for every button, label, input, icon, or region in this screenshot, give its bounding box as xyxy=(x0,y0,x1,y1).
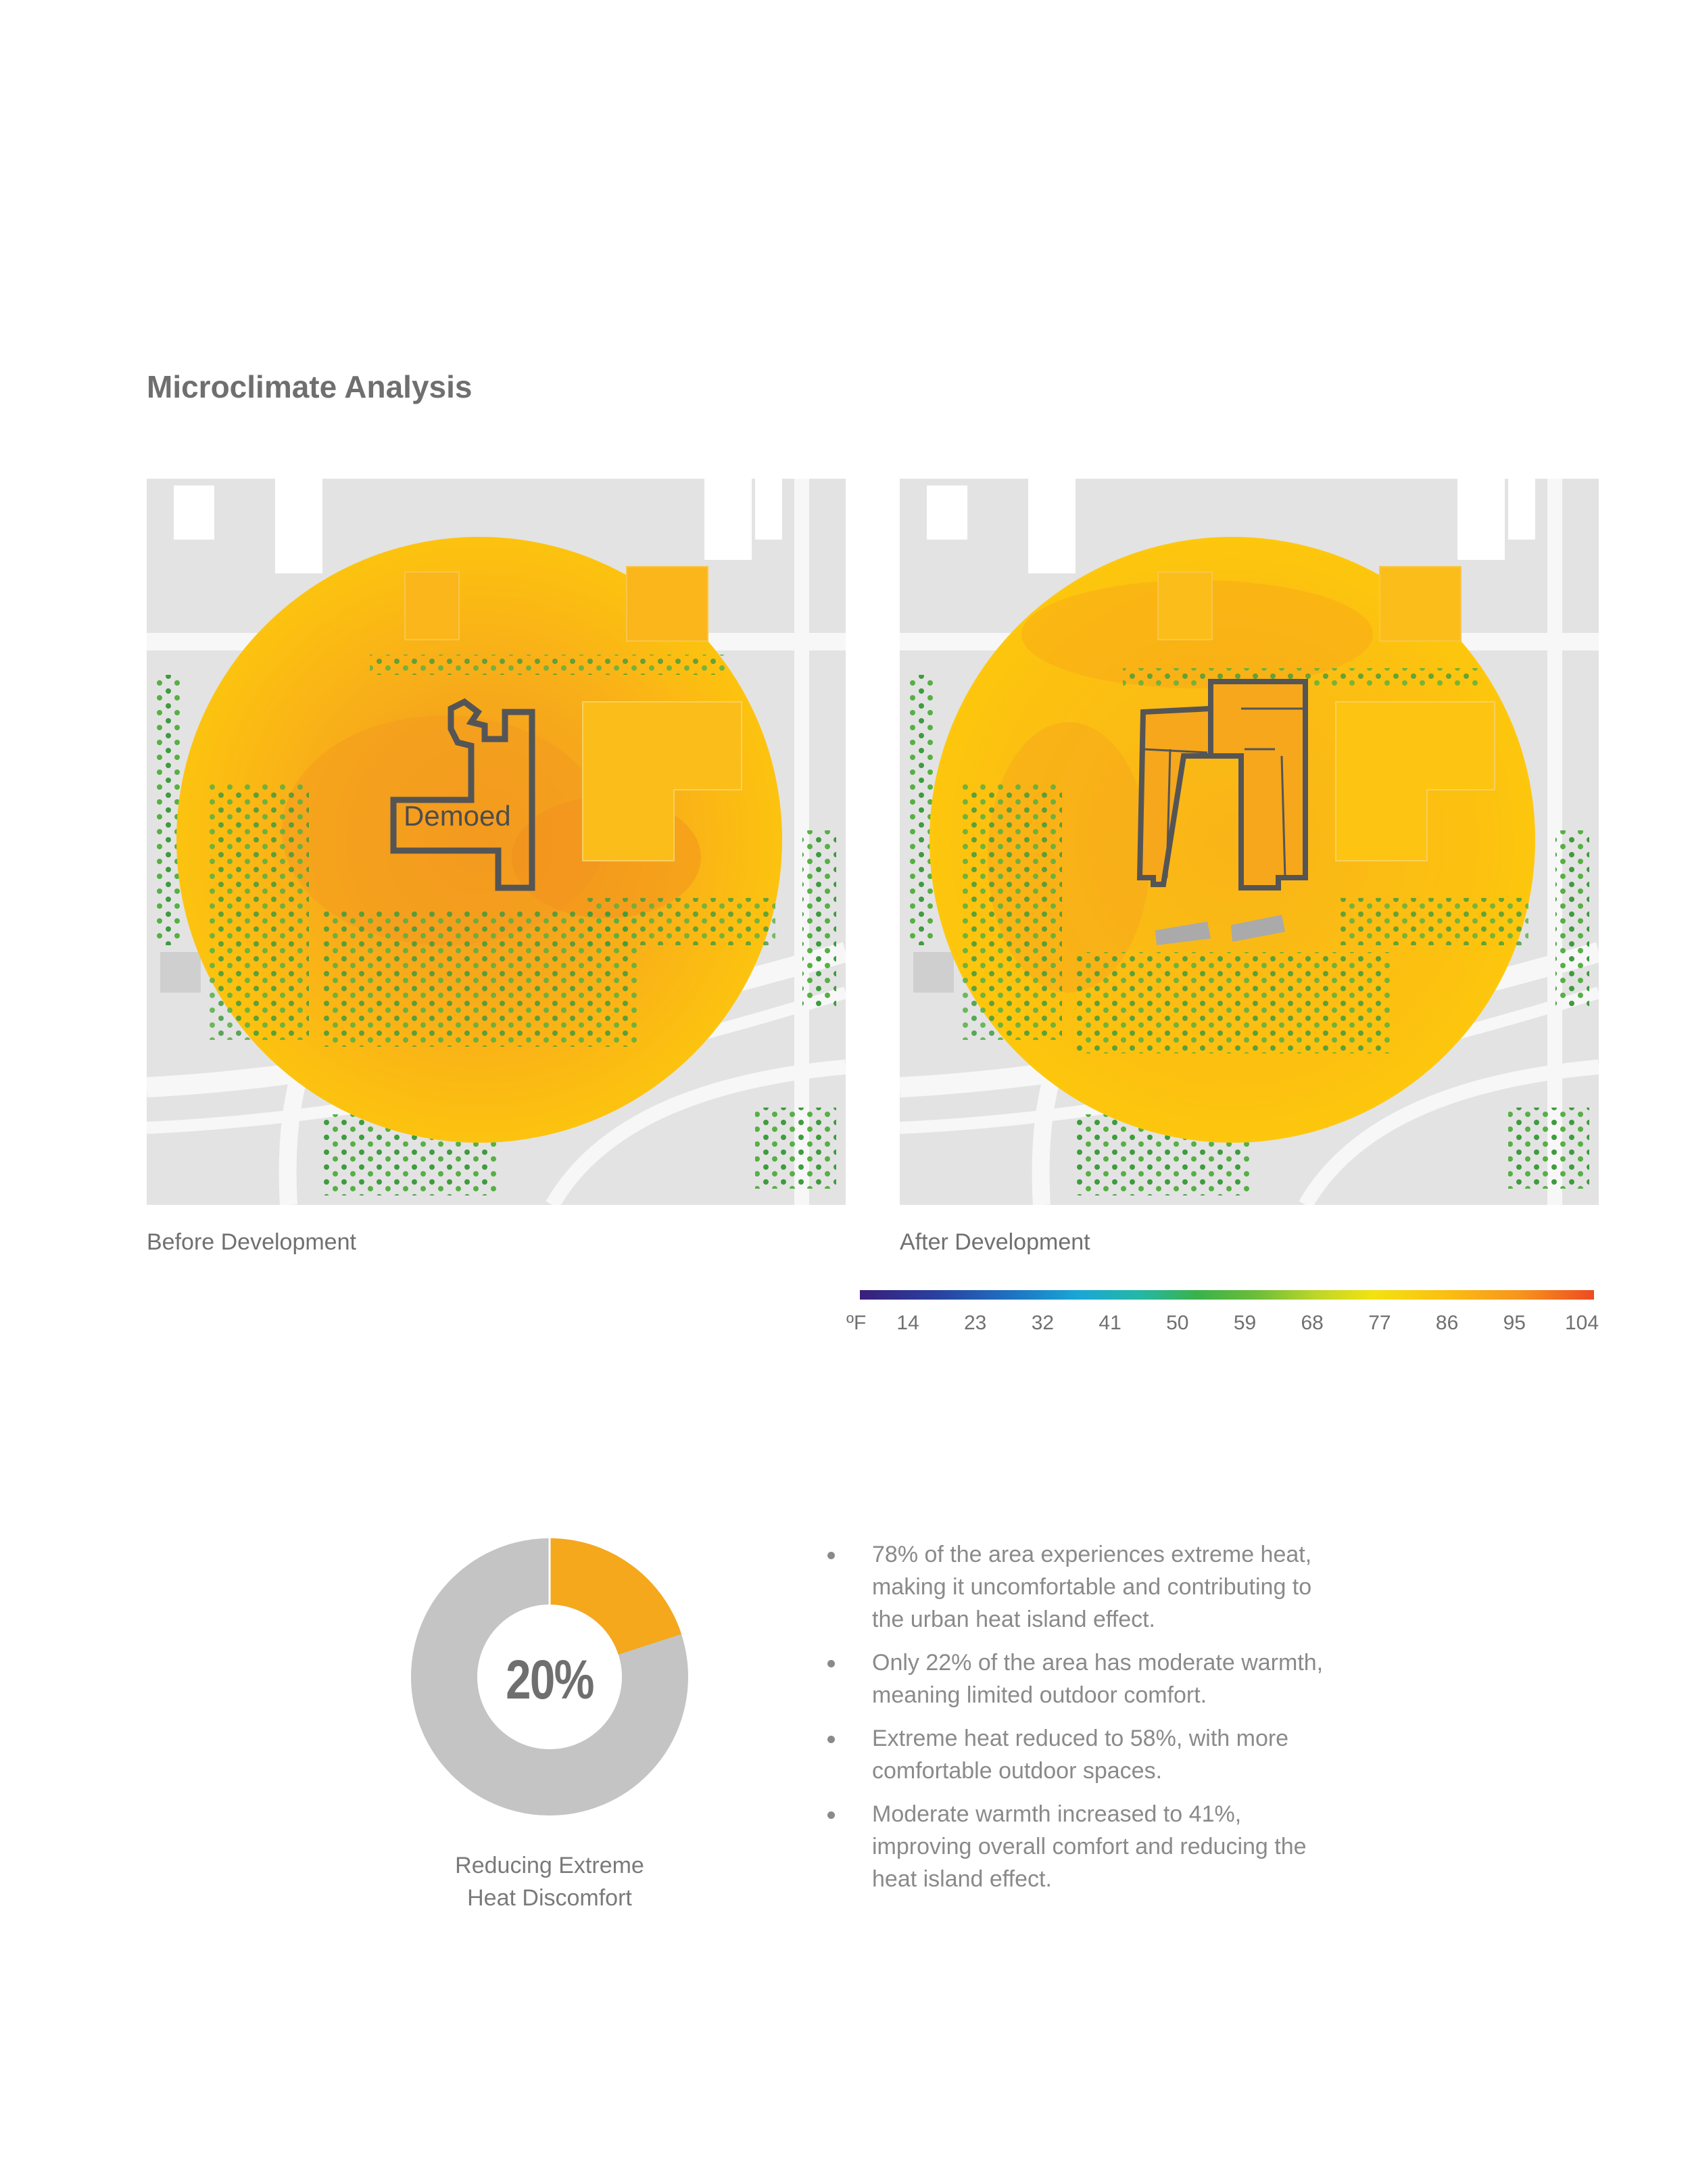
finding-line: 78% of the area experiences extreme heat… xyxy=(872,1542,1312,1567)
bullet-icon xyxy=(827,1811,835,1819)
finding-line: making it uncomfortable and contributing… xyxy=(872,1574,1312,1600)
donut-caption-line-2: Heat Discomfort xyxy=(467,1885,632,1911)
before-caption: Before Development xyxy=(147,1229,356,1255)
legend-tick-label: 14 xyxy=(896,1312,919,1334)
legend-tick-label: 86 xyxy=(1435,1312,1459,1334)
bullet-icon xyxy=(827,1736,835,1743)
finding-line: comfortable outdoor spaces. xyxy=(872,1758,1163,1784)
legend-tick-label: 23 xyxy=(964,1312,987,1334)
legend-unit: ºF xyxy=(846,1312,867,1334)
after-map-graphic xyxy=(900,479,1599,1205)
legend-tick-label: 41 xyxy=(1098,1312,1121,1334)
bullet-icon xyxy=(827,1552,835,1559)
legend-tick-label: 68 xyxy=(1301,1312,1324,1334)
finding-line: the urban heat island effect. xyxy=(872,1607,1156,1632)
legend-tick-label: 50 xyxy=(1166,1312,1189,1334)
bullet-icon xyxy=(827,1660,835,1667)
findings-list: 78% of the area experiences extreme heat… xyxy=(819,1538,1428,1906)
legend-tick-label: 32 xyxy=(1031,1312,1055,1334)
finding-line: improving overall comfort and reducing t… xyxy=(872,1834,1307,1859)
finding-item: 78% of the area experiences extreme heat… xyxy=(819,1538,1428,1636)
finding-line: Extreme heat reduced to 58%, with more xyxy=(872,1726,1289,1751)
after-caption: After Development xyxy=(900,1229,1090,1255)
donut-caption: Reducing Extreme Heat Discomfort xyxy=(392,1849,707,1914)
donut-value-label: 20% xyxy=(506,1649,594,1711)
temperature-color-scale xyxy=(860,1290,1594,1300)
demoed-label: Demoed xyxy=(404,800,511,832)
after-development-map xyxy=(900,479,1599,1205)
finding-line: Only 22% of the area has moderate warmth… xyxy=(872,1650,1324,1676)
finding-line: heat island effect. xyxy=(872,1866,1052,1892)
legend-tick-label: 59 xyxy=(1233,1312,1257,1334)
finding-item: Extreme heat reduced to 58%, with more c… xyxy=(819,1722,1428,1787)
donut-graphic xyxy=(411,1538,688,1815)
extreme-heat-donut xyxy=(411,1538,688,1815)
legend-tick-label: 95 xyxy=(1503,1312,1526,1334)
finding-line: meaning limited outdoor comfort. xyxy=(872,1682,1207,1708)
before-development-map: Demoed xyxy=(147,479,846,1205)
finding-item: Moderate warmth increased to 41%, improv… xyxy=(819,1798,1428,1895)
legend-tick-label: 104 xyxy=(1564,1312,1599,1334)
page-title: Microclimate Analysis xyxy=(147,369,473,404)
legend-tick-label: 77 xyxy=(1368,1312,1391,1334)
donut-caption-line-1: Reducing Extreme xyxy=(455,1853,644,1878)
before-map-graphic xyxy=(147,479,846,1205)
finding-item: Only 22% of the area has moderate warmth… xyxy=(819,1646,1428,1711)
finding-line: Moderate warmth increased to 41%, xyxy=(872,1801,1242,1827)
